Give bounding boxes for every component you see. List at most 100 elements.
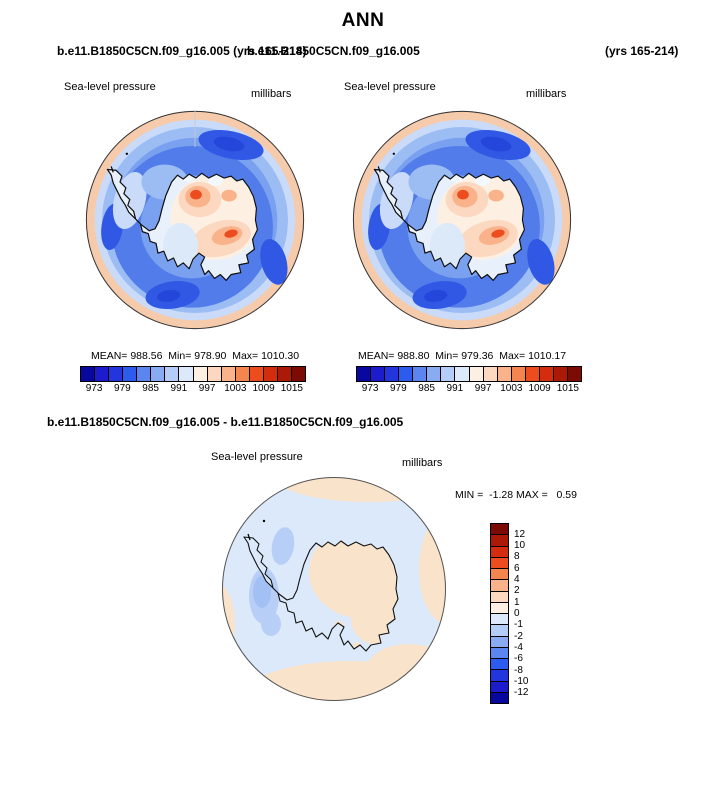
panel2-stats: MEAN= 988.80 Min= 979.36 Max= 1010.17 — [357, 350, 567, 362]
colorbar-tick-label: -4 — [514, 641, 523, 653]
colorbar-swatch — [455, 367, 470, 381]
colorbar-swatch — [567, 367, 581, 381]
panel1-variable-label: Sea-level pressure — [64, 81, 156, 93]
case2-label: b.e11.B1850C5CN.f09_g16.005 — [247, 44, 420, 58]
colorbar-tick-label: 1009 — [528, 383, 551, 394]
colorbar-tick-label: -12 — [514, 687, 529, 699]
diff-minmax: MIN = -1.28 MAX = 0.59 — [455, 489, 577, 501]
colorbar-swatch — [491, 580, 508, 592]
colorbar-swatch — [291, 367, 305, 381]
panel1-polar-map — [83, 108, 307, 332]
colorbar-tick-label: 4 — [514, 574, 520, 586]
panel2-colorbar — [356, 366, 582, 382]
colorbar-swatch — [491, 692, 508, 703]
colorbar-swatch — [81, 367, 96, 381]
colorbar-tick-label: 8 — [514, 551, 520, 563]
colorbar-tick-label: 979 — [390, 383, 407, 394]
colorbar-swatch — [263, 367, 278, 381]
diff-title: b.e11.B1850C5CN.f09_g16.005 - b.e11.B185… — [47, 415, 404, 429]
colorbar-swatch — [491, 591, 508, 603]
colorbar-tick-label: 973 — [85, 383, 103, 394]
colorbar-swatch — [249, 367, 264, 381]
colorbar-swatch — [385, 367, 400, 381]
colorbar-tick-label: 10 — [514, 540, 526, 552]
colorbar-tick-label: 991 — [170, 383, 188, 394]
colorbar-tick-label: 973 — [361, 383, 379, 394]
colorbar-swatch — [207, 367, 222, 381]
colorbar-swatch — [137, 367, 152, 381]
diff-colorbar — [490, 523, 509, 704]
panel1-units-label: millibars — [251, 88, 292, 100]
colorbar-tick-label: 1015 — [280, 383, 303, 394]
colorbar-swatch — [441, 367, 456, 381]
colorbar-tick-label: -8 — [514, 664, 523, 676]
colorbar-swatch — [491, 636, 508, 648]
colorbar-swatch — [525, 367, 540, 381]
panel1-colorbar — [80, 366, 306, 382]
colorbar-tick-label: 997 — [474, 383, 492, 394]
colorbar-tick-label: 979 — [114, 383, 131, 394]
colorbar-tick-label: -10 — [514, 675, 529, 687]
colorbar-swatch — [491, 546, 508, 558]
colorbar-swatch — [491, 557, 508, 569]
colorbar-swatch — [165, 367, 180, 381]
colorbar-tick-label: 1003 — [500, 383, 523, 394]
colorbar-swatch — [193, 367, 208, 381]
colorbar-swatch — [469, 367, 484, 381]
colorbar-swatch — [109, 367, 124, 381]
panel2-units-label: millibars — [526, 88, 567, 100]
case1-label: b.e11.B1850C5CN.f09_g16.005 (yrs 165-214… — [57, 44, 307, 58]
colorbar-swatch — [95, 367, 110, 381]
panel2-colorbar-ticks: 973 979 985 991 997 1003 1009 1015 — [356, 383, 582, 394]
diff-polar-map — [222, 477, 446, 701]
colorbar-tick-label: 997 — [198, 383, 216, 394]
season-title: ANN — [341, 10, 385, 31]
colorbar-swatch — [235, 367, 250, 381]
colorbar-swatch — [151, 367, 166, 381]
colorbar-swatch — [491, 625, 508, 637]
panel2-variable-label: Sea-level pressure — [344, 81, 436, 93]
diff-units-label: millibars — [402, 457, 443, 469]
colorbar-swatch — [553, 367, 568, 381]
colorbar-swatch — [491, 535, 508, 547]
colorbar-swatch — [221, 367, 236, 381]
colorbar-swatch — [511, 367, 526, 381]
colorbar-swatch — [491, 614, 508, 626]
panel2-polar-map — [350, 108, 574, 332]
colorbar-swatch — [483, 367, 498, 381]
diff-colorbar-ticks: 12 10 8 6 4 2 1 0 -1 -2 -4 -6 -8 -10 -12 — [514, 529, 528, 699]
colorbar-swatch — [123, 367, 138, 381]
colorbar-swatch — [491, 681, 508, 693]
colorbar-swatch — [497, 367, 512, 381]
panel1-stats: MEAN= 988.56 Min= 978.90 Max= 1010.30 — [90, 350, 300, 362]
colorbar-swatch — [491, 659, 508, 671]
colorbar-swatch — [399, 367, 414, 381]
colorbar-tick-label: 1003 — [224, 383, 247, 394]
diff-variable-label: Sea-level pressure — [211, 451, 303, 463]
colorbar-tick-label: 12 — [514, 528, 526, 540]
colorbar-swatch — [371, 367, 386, 381]
colorbar-tick-label: -2 — [514, 630, 523, 642]
colorbar-swatch — [413, 367, 428, 381]
colorbar-tick-label: 1 — [514, 596, 520, 608]
colorbar-swatch — [539, 367, 554, 381]
colorbar-swatch — [491, 670, 508, 682]
case2-years-label: (yrs 165-214) — [605, 44, 679, 58]
colorbar-swatch — [491, 569, 508, 581]
colorbar-swatch — [179, 367, 194, 381]
colorbar-tick-label: 985 — [142, 383, 159, 394]
colorbar-swatch — [491, 524, 508, 536]
colorbar-swatch — [277, 367, 292, 381]
colorbar-tick-label: 991 — [446, 383, 464, 394]
colorbar-tick-label: -1 — [514, 619, 523, 631]
colorbar-swatch — [357, 367, 372, 381]
colorbar-tick-label: 985 — [418, 383, 435, 394]
colorbar-tick-label: 1015 — [556, 383, 579, 394]
panel1-colorbar-ticks: 973 979 985 991 997 1003 1009 1015 — [80, 383, 306, 394]
colorbar-tick-label: 2 — [514, 585, 520, 597]
colorbar-swatch — [491, 602, 508, 614]
colorbar-swatch — [491, 647, 508, 659]
colorbar-tick-label: 6 — [514, 562, 520, 574]
colorbar-tick-label: -6 — [514, 653, 523, 665]
